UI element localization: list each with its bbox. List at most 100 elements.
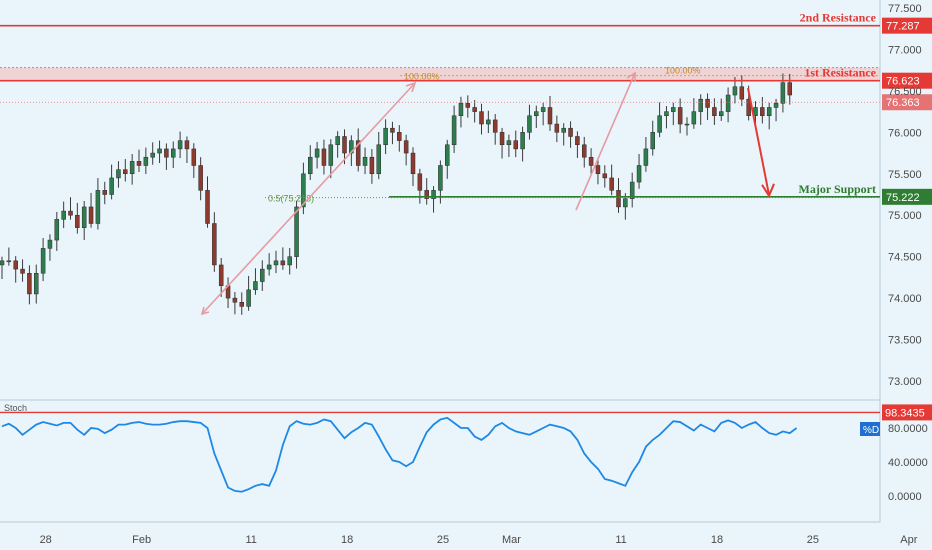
candle-body	[75, 214, 80, 228]
candle-body	[698, 98, 703, 112]
candle-body	[88, 206, 94, 224]
time-tick-label: Apr	[900, 534, 917, 546]
level-label: Major Support	[799, 182, 876, 196]
candle-body	[102, 190, 107, 195]
price-tick-label: 75.000	[888, 210, 922, 222]
candle-body	[616, 190, 621, 208]
candle-body	[725, 94, 731, 112]
candle-body	[766, 107, 772, 117]
candle-body	[123, 169, 128, 175]
candle-body	[129, 161, 135, 175]
candle-body	[554, 123, 560, 133]
resistance-zone	[0, 67, 880, 81]
uptrend-arrowhead-2	[626, 71, 636, 82]
price-tick-label: 73.500	[888, 335, 922, 347]
candle-body	[314, 148, 320, 158]
level-label: 1st Resistance	[804, 66, 876, 80]
candle-body	[780, 82, 786, 104]
candle-body	[451, 115, 457, 146]
time-tick-label: 18	[711, 534, 723, 546]
candle-body	[20, 268, 25, 274]
candle-body	[362, 156, 368, 166]
stoch-badge	[860, 422, 880, 436]
candle-body	[177, 140, 183, 150]
candle-body	[479, 111, 484, 125]
candle-body	[636, 165, 642, 183]
candle-body	[157, 148, 162, 154]
candle-body	[212, 223, 217, 266]
price-badge-label: 76.623	[886, 76, 920, 88]
candle-body	[739, 86, 745, 100]
candle-body	[116, 169, 121, 179]
candle-body	[260, 268, 265, 282]
price-badge	[882, 72, 932, 89]
time-axis: 28 Feb 11 18 25 Mar 11 18 25 Apr	[40, 534, 918, 546]
stoch-tick-label: 0.0000	[888, 491, 922, 503]
fib-extension-label-2: 100.00%	[665, 66, 701, 76]
candle-body	[218, 264, 224, 286]
candle-body	[47, 239, 53, 249]
candle-body	[561, 127, 566, 133]
arrows	[200, 71, 775, 316]
candle-body	[68, 210, 73, 216]
candle-body	[6, 260, 12, 263]
candle-body	[677, 107, 683, 125]
price-tick-label: 75.500	[888, 169, 922, 181]
candle-body	[410, 152, 416, 175]
candle-body	[671, 107, 676, 112]
candle-body	[705, 98, 710, 108]
time-tick-label: Mar	[502, 534, 521, 546]
price-tick-label: 77.000	[888, 44, 922, 56]
price-tick-label: 73.000	[888, 376, 922, 388]
candle-body	[643, 148, 649, 166]
candle-body	[232, 297, 238, 303]
candle-body	[534, 111, 539, 117]
candle-body	[492, 119, 498, 133]
candle-body	[0, 260, 5, 266]
candle-body	[506, 140, 512, 146]
candle-body	[760, 107, 765, 117]
uptrend-arrowtail-1	[200, 306, 210, 316]
uptrend-arrowhead-1	[405, 81, 417, 93]
price-badge-label: 76.363	[886, 97, 920, 109]
candle-body	[280, 260, 286, 266]
stoch-title: Stoch	[4, 403, 27, 413]
candle-body	[198, 165, 203, 191]
time-tick-label: 11	[615, 534, 626, 546]
candle-body	[547, 107, 553, 125]
candle-body	[588, 156, 594, 166]
candle-body	[390, 127, 395, 133]
candle-body	[81, 206, 87, 228]
candle-body	[458, 103, 464, 117]
time-tick-label: 25	[807, 534, 819, 546]
candle-body	[328, 144, 334, 166]
price-badge	[882, 188, 932, 205]
candle-body	[417, 173, 423, 191]
candle-body	[143, 156, 149, 166]
price-badge-label: 77.287	[886, 21, 920, 33]
stoch-level-label: 98.3435	[885, 407, 925, 419]
price-badge-label: 75.222	[886, 192, 920, 204]
candle-body	[746, 98, 751, 117]
candle-body	[273, 260, 279, 266]
candle-body	[787, 82, 792, 96]
candle-body	[383, 127, 388, 146]
candle-body	[499, 132, 505, 146]
candle-body	[184, 140, 190, 150]
stoch-level-badge	[882, 404, 932, 421]
candle-body	[540, 107, 546, 112]
level-label: 2nd Resistance	[800, 11, 877, 25]
candle-body	[150, 152, 155, 158]
candle-body	[191, 148, 197, 166]
stoch-line	[1, 416, 798, 493]
projection-arrow	[747, 87, 770, 196]
candle-body	[712, 107, 717, 117]
stoch-badge-label: %D	[863, 425, 879, 436]
candle-body	[34, 272, 39, 295]
candle-body	[664, 111, 669, 117]
stoch-tick-label: 80.0000	[888, 423, 928, 435]
stoch-panel: Stoch 80.0000 40.0000 0.0000 98.3435 %D	[0, 403, 932, 503]
candle-body	[575, 136, 580, 146]
